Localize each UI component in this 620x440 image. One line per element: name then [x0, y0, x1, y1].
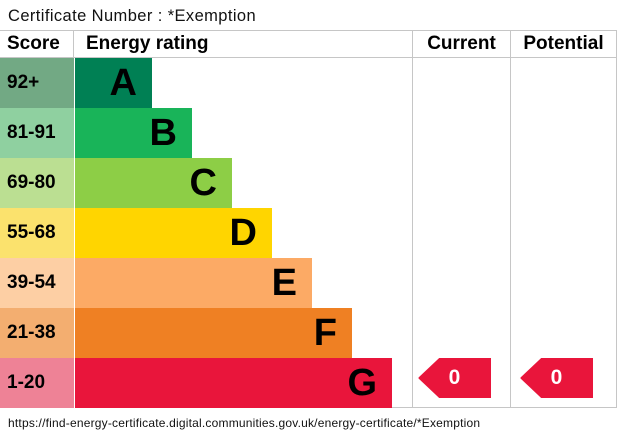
column-header-current: Current	[412, 31, 510, 57]
rating-bands: 92+ A 81-91 B 69-80 C 55-68 D 39-54 E	[0, 58, 412, 408]
score-range-f: 21-38	[0, 308, 74, 358]
score-range-g: 1-20	[0, 358, 74, 408]
certificate-url: https://find-energy-certificate.digital.…	[8, 416, 481, 430]
certificate-number-title: Certificate Number : *Exemption	[8, 7, 257, 25]
table-header-row: Score Energy rating Current Potential	[0, 30, 617, 58]
potential-rating-arrow-icon: 0	[520, 358, 593, 398]
band-bar-f: F	[74, 308, 352, 358]
table-bottom-border	[392, 407, 617, 408]
current-rating-arrow-icon: 0	[418, 358, 491, 398]
energy-rating-table: Score Energy rating Current Potential 92…	[0, 30, 617, 408]
score-range-a: 92+	[0, 58, 74, 108]
table-body: 92+ A 81-91 B 69-80 C 55-68 D 39-54 E	[0, 58, 617, 408]
band-row-g: 1-20 G	[0, 358, 412, 408]
score-range-b: 81-91	[0, 108, 74, 158]
band-bar-c: C	[74, 158, 232, 208]
band-bar-a: A	[74, 58, 152, 108]
band-bar-b: B	[74, 108, 192, 158]
score-range-e: 39-54	[0, 258, 74, 308]
column-header-score: Score	[0, 31, 74, 57]
band-bar-e: E	[74, 258, 312, 308]
score-range-d: 55-68	[0, 208, 74, 258]
band-bar-g: G	[74, 358, 392, 408]
band-row-b: 81-91 B	[0, 108, 412, 158]
band-row-c: 69-80 C	[0, 158, 412, 208]
band-row-a: 92+ A	[0, 58, 412, 108]
score-range-c: 69-80	[0, 158, 74, 208]
band-row-d: 55-68 D	[0, 208, 412, 258]
potential-column: 0	[510, 58, 617, 408]
band-row-f: 21-38 F	[0, 308, 412, 358]
band-bar-d: D	[74, 208, 272, 258]
band-row-e: 39-54 E	[0, 258, 412, 308]
column-header-energy-rating: Energy rating	[86, 33, 209, 54]
column-header-potential: Potential	[510, 31, 617, 57]
current-column: 0	[412, 58, 510, 408]
